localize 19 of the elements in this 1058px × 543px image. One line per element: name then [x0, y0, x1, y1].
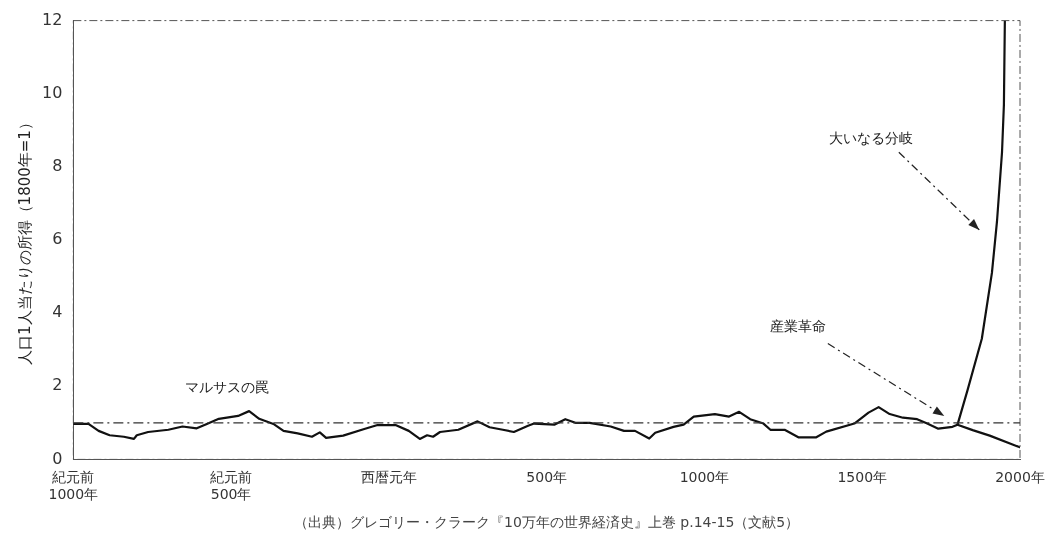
- y-tick-label: 10: [42, 82, 63, 102]
- y-tick-label: 8: [52, 156, 63, 176]
- annotation: マルサスの罠: [184, 378, 269, 395]
- x-tick-label: 1000年: [679, 469, 730, 486]
- x-tick-label: 1500年: [837, 469, 888, 486]
- y-tick-label: 0: [52, 448, 63, 468]
- annotation: 大いなる分岐: [829, 130, 914, 147]
- x-tick-label: 西暦元年: [360, 469, 417, 486]
- x-tick-label: 紀元前 500年: [210, 469, 253, 503]
- y-tick-label: 4: [52, 302, 63, 322]
- x-tick-label: 500年: [526, 469, 568, 486]
- y-tick-label: 6: [52, 229, 63, 249]
- y-tick-label: 2: [52, 375, 63, 395]
- y-tick-label: 12: [42, 9, 63, 29]
- y-axis-title: 人口1人当たりの所得（1800年=1）: [15, 115, 34, 365]
- annotation: 産業革命: [769, 318, 826, 335]
- x-tick-label: 紀元前 1000年: [48, 469, 99, 503]
- text: （出典）グレゴリー・クラーク『10万年の世界経済史』上巻 p.14-15（文献5）: [294, 513, 800, 530]
- x-tick-label: 2000年: [995, 469, 1045, 486]
